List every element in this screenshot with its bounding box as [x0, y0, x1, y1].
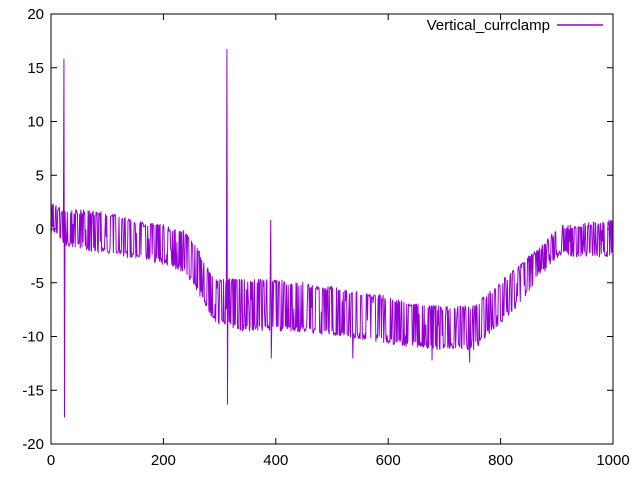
x-tick-label: 600 [376, 452, 401, 469]
legend: Vertical_currclamp [427, 17, 603, 34]
x-tick-label: 800 [488, 452, 513, 469]
x-tick-label: 400 [263, 452, 288, 469]
x-tick-label: 1000 [596, 452, 629, 469]
y-tick-label: 5 [36, 167, 44, 184]
y-tick-label: -20 [22, 436, 44, 453]
y-tick-label: -10 [22, 329, 44, 346]
y-tick-label: 15 [27, 60, 44, 77]
legend-label: Vertical_currclamp [427, 17, 550, 34]
x-tick-label: 200 [151, 452, 176, 469]
y-tick-label: -5 [31, 275, 44, 292]
y-tick-label: -15 [22, 382, 44, 399]
y-tick-label: 20 [27, 6, 44, 23]
series-line [50, 48, 614, 418]
x-tick-label: 0 [47, 452, 55, 469]
y-tick-label: 10 [27, 114, 44, 131]
y-tick-label: 0 [36, 221, 44, 238]
